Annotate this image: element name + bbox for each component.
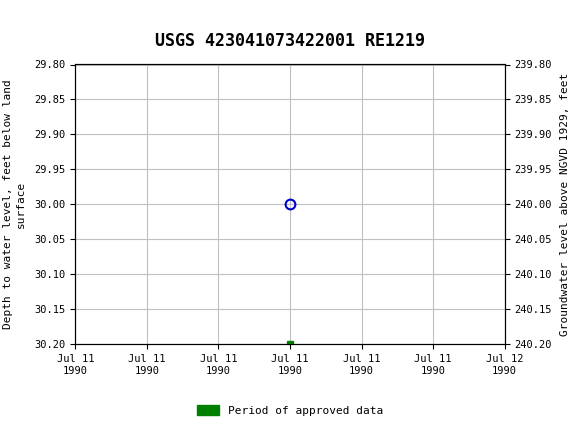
Text: USGS 423041073422001 RE1219: USGS 423041073422001 RE1219 <box>155 32 425 50</box>
Legend: Period of approved data: Period of approved data <box>193 400 387 420</box>
Y-axis label: Depth to water level, feet below land
surface: Depth to water level, feet below land su… <box>3 80 26 329</box>
Y-axis label: Groundwater level above NGVD 1929, feet: Groundwater level above NGVD 1929, feet <box>560 73 570 336</box>
Text: ≡USGS: ≡USGS <box>9 10 85 29</box>
